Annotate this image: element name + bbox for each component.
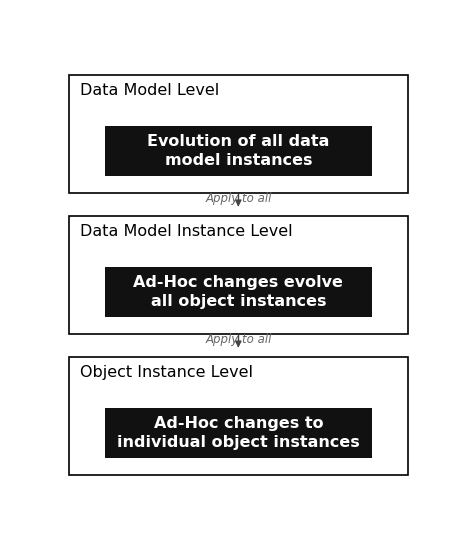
Text: Data Model Level: Data Model Level bbox=[80, 83, 219, 98]
Text: Apply to all: Apply to all bbox=[205, 333, 272, 346]
Bar bbox=[105, 408, 372, 458]
Bar bbox=[69, 216, 408, 334]
Text: Ad-Hoc changes evolve
all object instances: Ad-Hoc changes evolve all object instanc… bbox=[133, 275, 343, 309]
Text: Object Instance Level: Object Instance Level bbox=[80, 365, 253, 380]
Bar bbox=[69, 357, 408, 475]
Text: Data Model Instance Level: Data Model Instance Level bbox=[80, 224, 292, 239]
Bar bbox=[105, 127, 372, 175]
Text: Evolution of all data
model instances: Evolution of all data model instances bbox=[147, 134, 330, 168]
Text: Ad-Hoc changes to
individual object instances: Ad-Hoc changes to individual object inst… bbox=[117, 416, 360, 450]
Bar bbox=[69, 75, 408, 193]
Bar bbox=[105, 268, 372, 316]
Text: Apply to all: Apply to all bbox=[205, 192, 272, 205]
